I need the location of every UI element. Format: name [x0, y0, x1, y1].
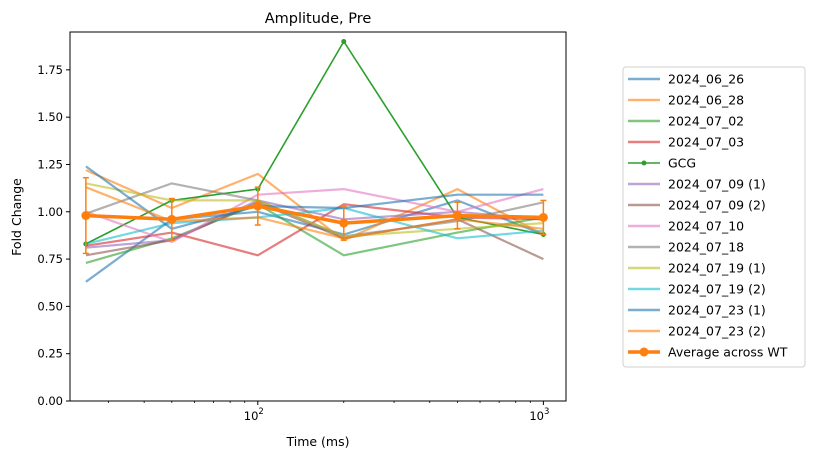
- legend-2024-07-02-label: 2024_07_02: [668, 114, 744, 129]
- series-point-gcg: [341, 38, 347, 44]
- legend-2024-07-23-1-label: 2024_07_23 (1): [668, 303, 766, 318]
- average-point: [81, 211, 91, 221]
- legend-average-across-wt-marker: [639, 347, 649, 357]
- legend-2024-07-19-1-label: 2024_07_19 (1): [668, 261, 766, 276]
- x-tick-label: 102: [244, 407, 264, 423]
- y-tick-label: 0.25: [37, 347, 63, 361]
- series-line-2024-07-09-1: [85, 199, 544, 249]
- series-line-2024-07-19-2: [85, 206, 544, 245]
- y-tick-label: 1.50: [37, 110, 63, 124]
- y-tick-label: 0.00: [37, 394, 63, 408]
- legend-gcg-marker: [641, 160, 647, 166]
- plot-area: 0.00 0.25 0.50 0.75 1.00 1.25 1.50 1.75 102 103: [37, 31, 567, 423]
- legend-2024-07-09-2-label: 2024_07_09 (2): [668, 198, 766, 213]
- y-tick-label: 1.00: [37, 205, 63, 219]
- series-line-2024-06-26: [85, 199, 544, 283]
- legend: 2024_06_26 2024_06_28 2024_07_02 2024_07_03…: [622, 66, 806, 368]
- legend-gcg-label: GCG: [668, 156, 696, 171]
- legend-2024-07-10-label: 2024_07_10: [668, 219, 744, 234]
- series-line-2024-07-23-2: [85, 186, 544, 240]
- plot-frame: [69, 31, 567, 402]
- series-line-2024-07-09-2: [85, 201, 544, 261]
- y-tick-label: 0.50: [37, 299, 63, 313]
- average-point: [538, 212, 548, 222]
- legend-average-across-wt-label: Average across WT: [668, 345, 788, 360]
- average-point: [167, 214, 177, 224]
- y-axis-label: Fold Change: [9, 178, 24, 256]
- legend-2024-06-28-label: 2024_06_28: [668, 93, 744, 108]
- average-point: [253, 201, 263, 211]
- legend-2024-07-03-label: 2024_07_03: [668, 135, 744, 150]
- y-tick-label: 1.25: [37, 157, 63, 171]
- x-tick-label: 103: [529, 407, 549, 423]
- x-axis-label: Time (ms): [285, 434, 349, 449]
- legend-2024-06-26-label: 2024_06_26: [668, 72, 744, 87]
- chart-title: Amplitude, Pre: [265, 11, 372, 27]
- series-line-2024-07-10: [85, 188, 544, 244]
- average-line: [85, 204, 544, 225]
- series-line-2024-07-19-1: [85, 182, 544, 238]
- average-point: [452, 211, 462, 221]
- y-tick-label: 1.75: [37, 63, 63, 77]
- average-point: [339, 218, 349, 228]
- legend-2024-07-23-2-label: 2024_07_23 (2): [668, 324, 766, 339]
- legend-2024-07-18-label: 2024_07_18: [668, 240, 744, 255]
- y-tick-label: 0.75: [37, 252, 63, 266]
- legend-box: [622, 66, 806, 368]
- legend-2024-07-09-1-label: 2024_07_09 (1): [668, 177, 766, 192]
- legend-2024-07-19-2-label: 2024_07_19 (2): [668, 282, 766, 297]
